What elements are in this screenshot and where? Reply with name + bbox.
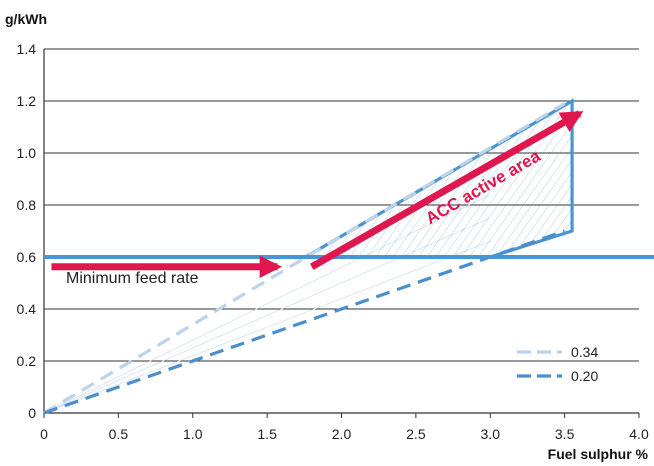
fan-line [43,241,491,414]
trend-arrow-2 [310,110,584,270]
y-tick-label: 0.8 [17,197,37,213]
series-line-0.20 [43,229,566,415]
legend: 0.34 0.20 [517,344,598,384]
y-tick-label: 1.4 [17,41,37,57]
x-tick-label: 1.5 [257,426,277,442]
legend-label-0.20: 0.20 [571,368,598,384]
y-axis-label: g/kWh [5,11,47,27]
x-axis-label: Fuel sulphur % [548,446,649,462]
x-tick-label: 3.0 [481,426,501,442]
series-line-0.34 [43,102,566,415]
x-tick-label: 4.0 [629,426,649,442]
y-tick-label: 0.4 [17,301,37,317]
y-tick-labels: 0 0.2 0.4 0.6 0.8 1.0 1.2 1.4 [17,41,37,421]
x-tick-labels: 0 0.5 1.0 1.5 2.0 2.5 3.0 3.5 4.0 [40,426,649,442]
y-tick-label: 0 [28,405,36,421]
x-tick-label: 1.0 [183,426,203,442]
x-tick-label: 2.0 [332,426,352,442]
legend-label-0.34: 0.34 [571,344,598,360]
minimum-feed-rate-label: Minimum feed rate [66,270,199,287]
chart-marks [43,98,654,415]
y-tick-label: 1.2 [17,93,37,109]
y-tick-label: 0.6 [17,249,37,265]
x-tick-label: 0 [40,426,48,442]
x-tick-label: 3.5 [555,426,575,442]
y-tick-label: 1.0 [17,145,37,161]
x-tick-label: 2.5 [406,426,426,442]
x-tick-label: 0.5 [109,426,129,442]
y-tick-label: 0.2 [17,353,37,369]
